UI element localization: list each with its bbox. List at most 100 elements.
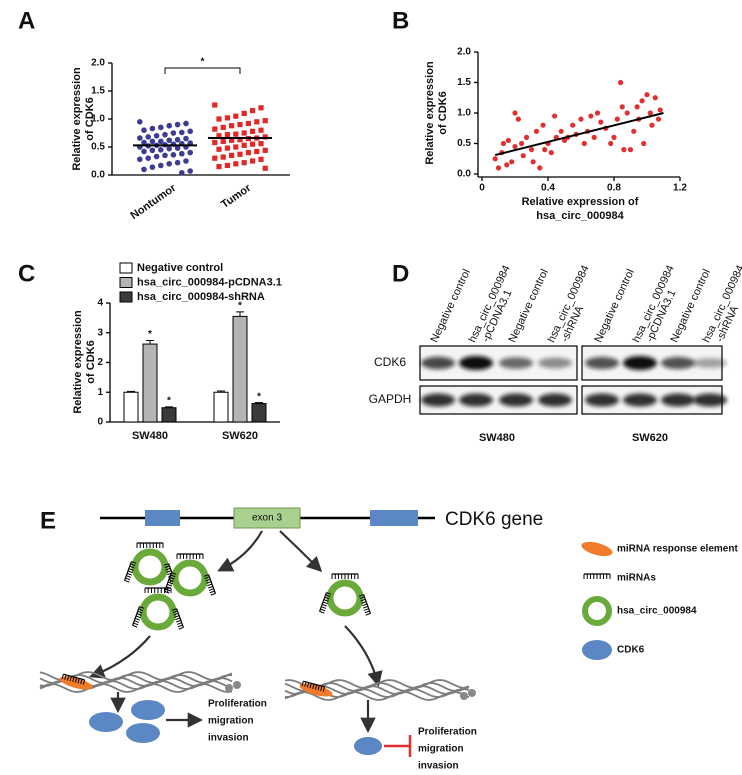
blot-band xyxy=(661,356,695,370)
data-point xyxy=(187,149,193,156)
data-point xyxy=(224,162,230,169)
data-point xyxy=(528,147,535,153)
mirna-tick xyxy=(126,572,133,576)
data-point xyxy=(530,159,536,165)
data-point xyxy=(515,116,521,122)
lane-label: Negative control xyxy=(428,267,472,344)
data-point xyxy=(162,152,168,159)
data-point xyxy=(212,102,218,108)
mirna-tick xyxy=(208,588,214,591)
mirna-tick xyxy=(364,610,370,614)
data-point xyxy=(237,122,243,128)
mirna-tick xyxy=(134,617,141,621)
mirna-tick xyxy=(171,608,177,611)
mirna-tick xyxy=(139,606,145,609)
blot-band xyxy=(538,393,572,407)
data-point xyxy=(262,165,268,171)
mirna-tick xyxy=(166,570,172,573)
mirna-tick xyxy=(322,601,328,605)
data-point xyxy=(523,134,530,140)
y-tick-label: 3 xyxy=(97,327,103,338)
data-point xyxy=(262,118,268,124)
legend-label: miRNAs xyxy=(617,573,656,584)
error-bar xyxy=(127,390,135,393)
y-axis-title: Relative expression xyxy=(424,61,436,165)
data-point xyxy=(149,125,156,132)
data-point xyxy=(254,119,260,125)
data-point xyxy=(224,145,230,151)
data-point xyxy=(655,116,662,122)
mirna-tick xyxy=(325,594,331,598)
outcome-label: invasion xyxy=(418,761,459,772)
mirna-tick xyxy=(173,612,179,616)
mirna-tick xyxy=(363,608,369,611)
mirna-tick xyxy=(174,615,180,618)
arrow xyxy=(89,635,151,679)
mirna-tick xyxy=(204,576,210,580)
legend-swatch xyxy=(119,291,133,303)
data-point xyxy=(570,122,576,128)
legend-label: hsa_circ_000984-pCDNA3.1 xyxy=(137,276,282,288)
outcome-label: invasion xyxy=(208,733,249,744)
blot-band xyxy=(421,393,455,407)
exon xyxy=(370,510,418,526)
data-point xyxy=(618,79,624,86)
lane-label-line: Negative control xyxy=(506,267,550,344)
data-point xyxy=(158,162,164,169)
bar xyxy=(251,403,267,423)
mirna-tick xyxy=(207,585,214,589)
data-point xyxy=(174,159,181,166)
data-point xyxy=(233,131,239,137)
mirna-tick xyxy=(74,677,78,683)
y-tick-label: 2 xyxy=(97,357,103,368)
mirna-tick xyxy=(304,681,307,687)
mrna-cap xyxy=(233,681,241,689)
mirna-tick xyxy=(175,619,182,623)
y-tick-label: 1.0 xyxy=(457,108,471,119)
mirna-tick xyxy=(132,624,138,628)
error-bar xyxy=(236,311,244,317)
data-point xyxy=(158,138,164,145)
outcome-label: migration xyxy=(208,716,254,727)
mirna-tick xyxy=(210,592,216,596)
cdk6-protein xyxy=(126,723,160,743)
data-point xyxy=(492,156,498,162)
blot-band xyxy=(623,393,657,407)
data-point xyxy=(627,147,634,153)
data-point xyxy=(179,169,185,176)
x-axis-title: Relative expression of xyxy=(522,196,639,208)
data-point xyxy=(179,129,185,136)
blot-band xyxy=(459,393,493,407)
mirna-tick xyxy=(175,617,181,621)
data-point xyxy=(187,128,193,135)
circrna xyxy=(171,559,209,597)
mirna-tick xyxy=(133,622,139,626)
mirna-tick xyxy=(163,563,169,566)
mirna-tick xyxy=(165,567,171,571)
data-point xyxy=(594,110,601,116)
mrna-cap xyxy=(460,692,468,700)
mirna xyxy=(171,608,184,630)
regression-line xyxy=(494,112,664,157)
mirna-tick xyxy=(312,683,315,689)
mirna-tick xyxy=(131,561,137,564)
data-point xyxy=(533,128,540,134)
mirna xyxy=(132,606,145,628)
exon xyxy=(145,510,180,526)
mirna-tick xyxy=(169,576,175,580)
data-point xyxy=(233,113,239,119)
data-point xyxy=(216,133,222,139)
cdk6-protein xyxy=(131,700,165,720)
mirna xyxy=(144,587,172,593)
y-tick-label: 2.0 xyxy=(457,47,471,58)
data-point xyxy=(245,150,251,156)
legend-label: hsa_circ_000984 xyxy=(617,606,697,617)
data-point xyxy=(540,122,546,128)
data-point xyxy=(537,165,543,171)
blot-band xyxy=(585,393,619,407)
blot-band xyxy=(459,356,493,370)
mirna-tick xyxy=(177,624,183,628)
data-point xyxy=(262,134,268,140)
data-point xyxy=(505,137,511,144)
data-point xyxy=(183,120,189,127)
